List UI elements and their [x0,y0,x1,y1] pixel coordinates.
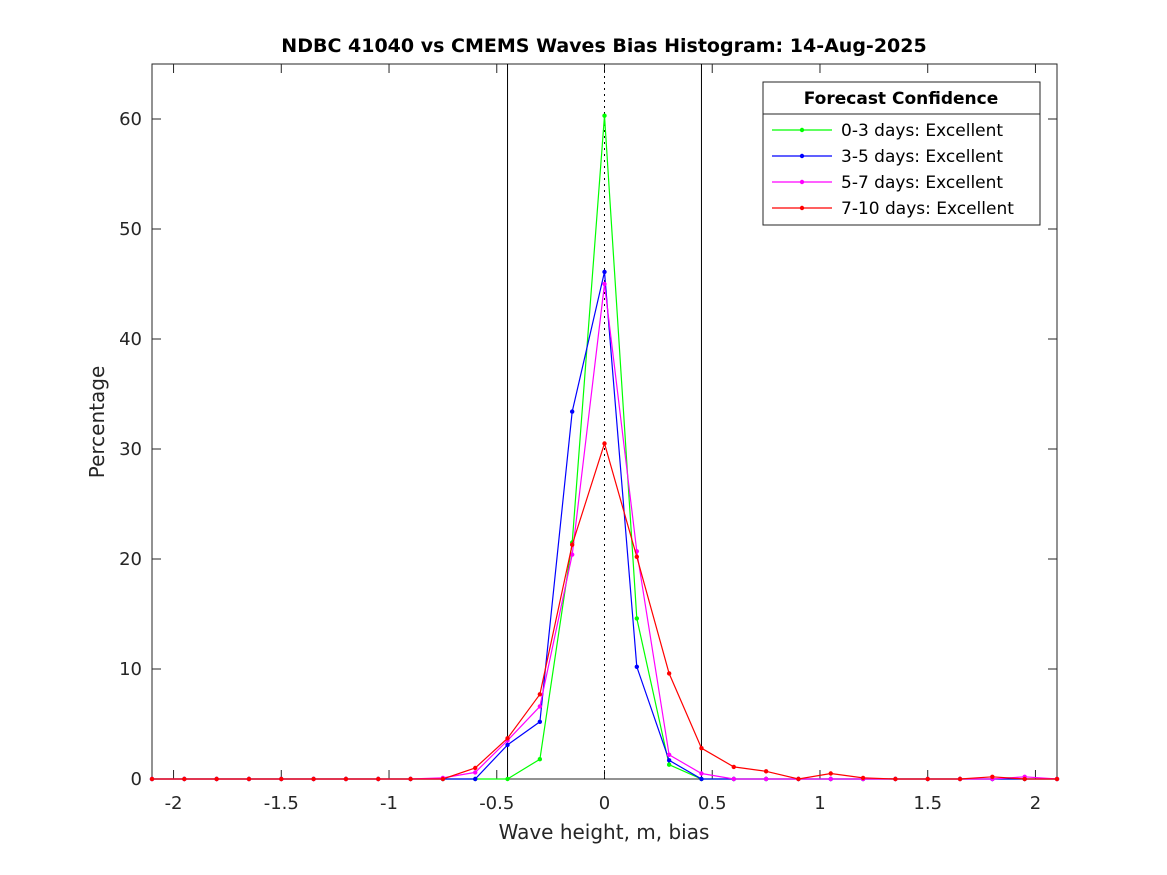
data-point [602,441,607,446]
data-point [473,765,478,771]
data-point [214,776,219,782]
data-point [311,776,316,782]
legend-title: Forecast Confidence [804,89,999,109]
data-point [279,776,284,782]
data-point [666,758,672,763]
data-point [860,775,866,781]
data-point [569,552,575,557]
legend-marker [799,179,805,185]
legend-marker [799,127,805,133]
data-point [828,771,833,776]
data-point [376,776,381,782]
data-point [537,757,543,762]
data-point [602,269,607,275]
legend-label: 7-10 days: Excellent [841,199,1014,219]
data-point [440,776,446,782]
x-tick-label: -2 [165,793,183,814]
data-point [473,776,478,782]
data-point [569,542,575,547]
data-point [666,671,672,676]
legend: Forecast Confidence 0-3 days: Excellent 3… [762,81,1041,226]
x-tick-label: 1 [814,793,825,814]
data-point [763,776,769,782]
y-axis-label: Percentage [85,366,109,479]
data-point [602,113,607,118]
data-point [634,554,640,559]
data-point [505,776,510,782]
y-tick-label: 40 [119,329,142,350]
data-point [473,770,478,775]
data-point [925,776,930,782]
legend-marker [799,205,805,211]
data-point [634,616,640,621]
data-point [990,774,995,779]
data-point [796,776,801,782]
x-axis-label: Wave height, m, bias [499,820,710,844]
y-tick-label: 20 [119,549,142,570]
x-tick-label: 2 [1030,793,1041,814]
x-tick-label: -1 [380,793,398,814]
legend-label: 0-3 days: Excellent [841,121,1003,141]
x-tick-label: -1.5 [264,793,299,814]
legend-label: 3-5 days: Excellent [841,147,1003,167]
x-tick-label: 0 [599,793,610,814]
legend-marker [799,153,805,159]
data-point [182,776,187,782]
data-point [537,719,543,724]
data-point [957,776,963,782]
data-point [343,776,349,782]
y-axis: 0 10 20 30 40 50 60 [119,109,1057,790]
data-point [634,664,640,669]
y-tick-label: 30 [119,439,142,460]
data-point [149,776,155,782]
legend-entry: 7-10 days: Excellent [772,199,1014,219]
data-point [731,764,736,770]
x-tick-label: 1.5 [913,793,942,814]
legend-box [762,81,1041,226]
series-lines [149,113,1060,782]
data-point [537,704,543,709]
data-point [569,409,575,414]
legend-entry: 5-7 days: Excellent [772,173,1003,193]
data-point [408,776,413,782]
x-tick-label: -0.5 [479,793,514,814]
legend-entry: 0-3 days: Excellent [772,121,1003,141]
data-point [666,762,672,767]
data-point [699,771,704,776]
y-tick-label: 60 [119,109,142,130]
data-point [1022,776,1027,782]
data-point [699,776,704,782]
data-point [666,752,672,757]
data-point [537,692,543,697]
legend-entry: 3-5 days: Excellent [772,147,1003,167]
data-point [505,742,510,748]
y-tick-label: 10 [119,659,142,680]
x-tick-label: 0.5 [698,793,727,814]
legend-entries: 0-3 days: Excellent 3-5 days: Excellent 5-… [772,121,1014,219]
data-point [893,776,898,782]
data-point [763,769,769,774]
data-point [731,776,736,782]
legend-label: 5-7 days: Excellent [841,173,1003,193]
data-point [699,746,704,751]
data-point [1054,776,1060,782]
series-4 [149,441,1060,782]
y-tick-label: 50 [119,219,142,240]
data-point [505,736,510,741]
x-axis: -2 -1.5 -1 -0.5 0 0.5 1 1.5 2 [165,64,1041,814]
data-point [602,281,607,287]
data-point [828,776,833,782]
data-point [246,776,252,782]
chart-title: NDBC 41040 vs CMEMS Waves Bias Histogram… [281,35,926,57]
reference-lines [507,64,702,779]
y-tick-label: 0 [131,769,142,790]
